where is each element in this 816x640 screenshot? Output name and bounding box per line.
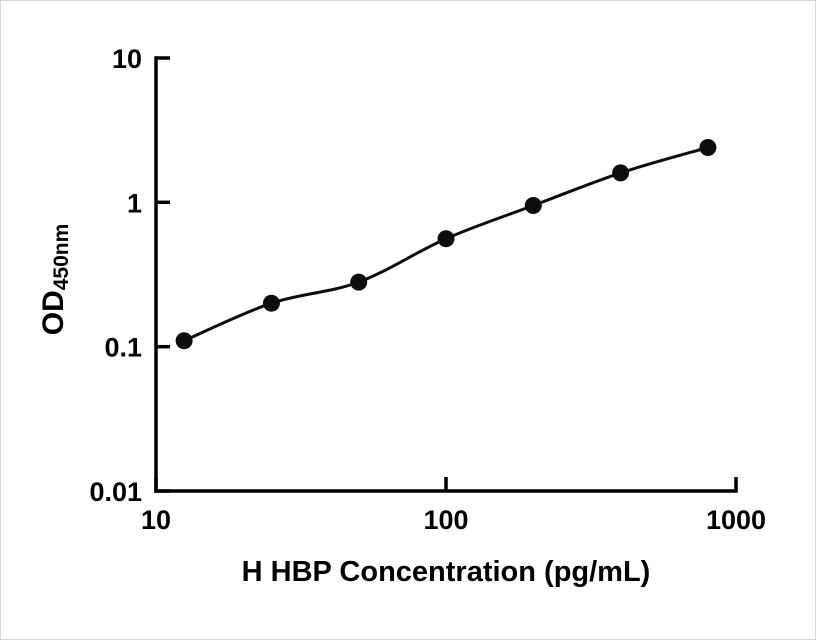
data-point — [699, 139, 717, 156]
data-point — [175, 332, 193, 350]
y-axis-title-main: OD — [37, 290, 70, 335]
x-tick-label: 100 — [423, 505, 468, 535]
data-point — [524, 197, 542, 214]
data-point — [612, 164, 630, 182]
y-tick-label: 1 — [127, 188, 142, 218]
data-point — [437, 230, 455, 248]
y-tick-label: 10 — [112, 44, 142, 74]
x-axis-title: H HBP Concentration (pg/mL) — [242, 556, 651, 588]
y-tick-label: 0.1 — [104, 333, 142, 363]
y-axis-title: OD450nm — [37, 224, 73, 336]
data-point — [262, 294, 280, 312]
x-tick-label: 10 — [141, 505, 171, 535]
y-axis-title-subscript: 450nm — [50, 224, 73, 291]
data-point — [350, 273, 368, 291]
x-tick-label: 1000 — [706, 505, 766, 535]
y-tick-label: 0.01 — [89, 477, 142, 507]
